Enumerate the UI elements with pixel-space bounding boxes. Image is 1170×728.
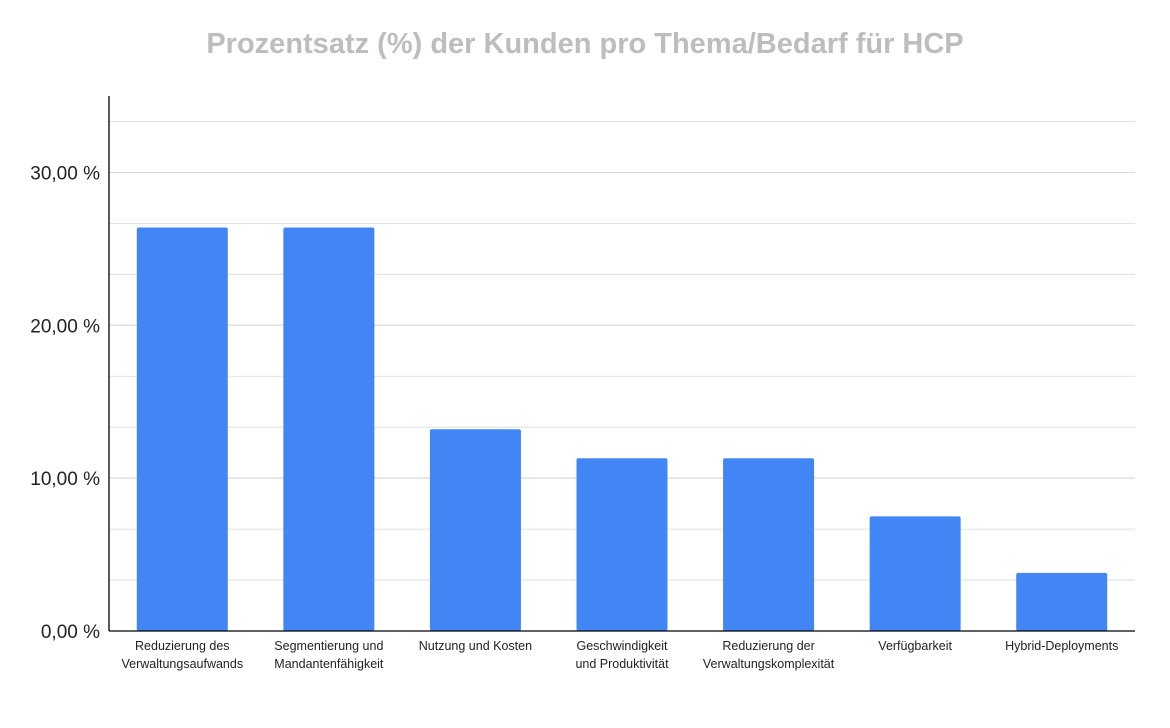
bar-3	[429, 429, 521, 631]
chart-title: Prozentsatz (%) der Kunden pro Thema/Bed…	[206, 28, 964, 60]
x-tick-label-line: Reduzierung der	[722, 639, 814, 653]
y-tick-label: 0,00 %	[41, 622, 100, 643]
bar-7	[1016, 572, 1108, 631]
bar-1	[136, 227, 228, 631]
y-tick-label: 20,00 %	[30, 316, 100, 337]
y-tick-label: 10,00 %	[30, 469, 100, 490]
x-tick-label-line: Nutzung und Kosten	[419, 639, 532, 653]
x-tick-label-line: Verwaltungskomplexität	[703, 657, 835, 671]
x-tick-label: Verfügbarkeit	[878, 639, 952, 653]
x-tick-label-line: Verwaltungsaufwands	[121, 657, 243, 671]
x-tick-label: Reduzierung der Verwaltungskomplexität	[703, 639, 835, 671]
x-tick-label-line: und Produktivität	[575, 657, 669, 671]
bar-2	[283, 227, 375, 631]
x-tick-label-line: Mandantenfähigkeit	[274, 657, 384, 671]
x-tick-label: Geschwindigkeit und Produktivität	[575, 639, 669, 671]
bar-4	[576, 458, 668, 631]
x-tick-label: Hybrid-Deployments	[1005, 639, 1118, 653]
x-tick-label: Segmentierung und Mandantenfähigkeit	[274, 639, 384, 671]
x-tick-label-line: Hybrid-Deployments	[1005, 639, 1118, 653]
x-tick-label: Nutzung und Kosten	[419, 639, 532, 653]
bar-5	[723, 458, 815, 631]
x-tick-label-line: Verfügbarkeit	[878, 639, 952, 653]
x-tick-label-line: Segmentierung und	[274, 639, 383, 653]
x-tick-label-line: Reduzierung des	[135, 639, 230, 653]
x-tick-label-line: Geschwindigkeit	[576, 639, 668, 653]
x-tick-label: Reduzierung des Verwaltungsaufwands	[121, 639, 243, 671]
y-tick-label: 30,00 %	[30, 163, 100, 184]
bar-6	[869, 516, 961, 631]
